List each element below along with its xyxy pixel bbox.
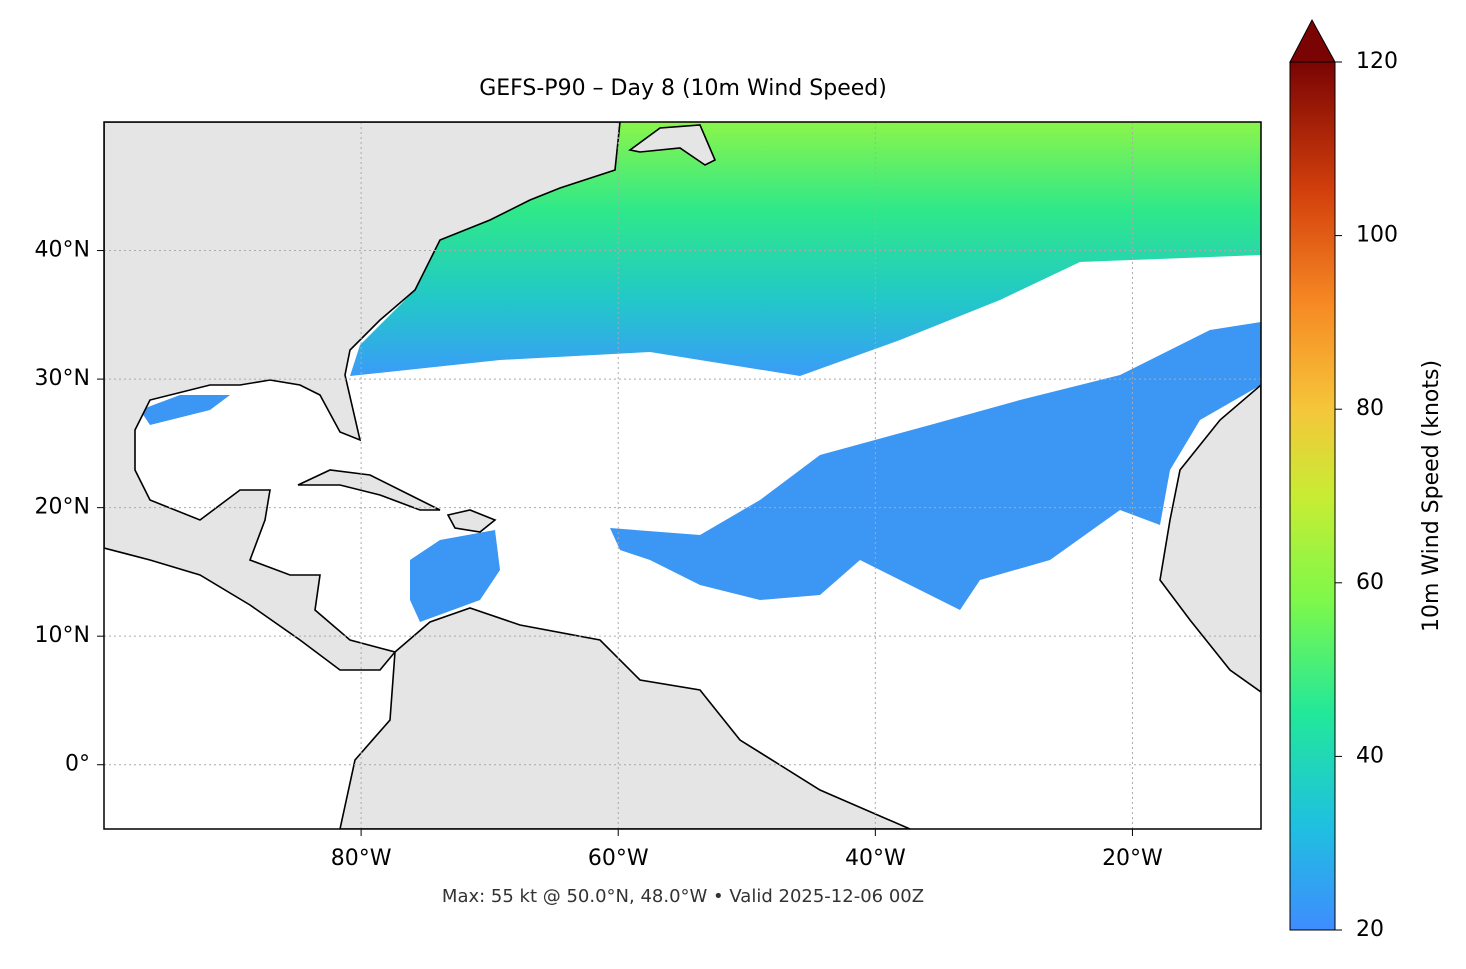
colorbar — [1289, 61, 1336, 931]
colorbar-tick-label: 40 — [1356, 743, 1384, 768]
colorbar-tick-label: 100 — [1356, 223, 1398, 248]
x-tick-label: 40°W — [845, 846, 906, 871]
x-tick-label: 20°W — [1102, 846, 1163, 871]
colorbar-tick-label: 80 — [1356, 396, 1384, 421]
south-america — [339, 607, 911, 829]
map-title: GEFS-P90 – Day 8 (10m Wind Speed) — [479, 76, 887, 101]
hispaniola — [446, 509, 497, 533]
wind-caribbean — [410, 530, 500, 622]
africa — [1159, 383, 1261, 693]
y-tick-label: 40°N — [35, 238, 90, 263]
wind-south — [610, 322, 1261, 610]
colorbar-tick-label: 60 — [1356, 570, 1384, 595]
x-tick-label: 80°W — [331, 846, 392, 871]
colorbar-label: 10m Wind Speed (knots) — [1419, 360, 1444, 632]
colorbar-tick-label: 120 — [1356, 49, 1398, 74]
wind-north — [350, 122, 1261, 376]
y-tick-label: 0° — [65, 752, 90, 777]
wind-gulf — [140, 395, 230, 425]
newfoundland — [628, 124, 717, 166]
map-frame — [103, 121, 1262, 830]
y-tick-label: 20°N — [35, 495, 90, 520]
footer: Max: 55 kt @ 50.0°N, 48.0°W • Valid 2025… — [442, 886, 924, 907]
y-tick-label: 10°N — [35, 623, 90, 648]
x-tick-label: 60°W — [588, 846, 649, 871]
colorbar-extend — [1289, 18, 1336, 63]
north-america — [104, 122, 621, 671]
colorbar-tick-label: 20 — [1356, 917, 1384, 942]
cuba — [297, 469, 441, 511]
map-area — [104, 122, 1261, 829]
y-tick-label: 30°N — [35, 366, 90, 391]
